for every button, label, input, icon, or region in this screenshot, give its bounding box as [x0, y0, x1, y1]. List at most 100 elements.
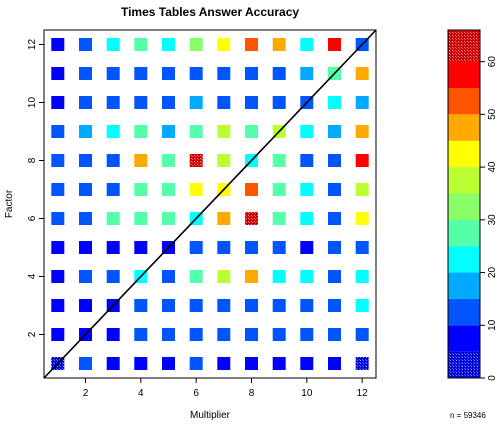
heatmap-cell	[79, 154, 92, 167]
heatmap-cell	[106, 96, 120, 109]
heatmap-cell	[328, 328, 341, 341]
heatmap-cell	[217, 328, 231, 341]
heatmap-cell	[272, 357, 286, 370]
x-tick-label: 8	[249, 388, 255, 399]
heatmap-cell	[51, 154, 65, 167]
heatmap-cell	[189, 328, 203, 341]
heatmap-cell	[79, 241, 92, 254]
heatmap-cell	[217, 357, 231, 370]
heatmap-cell	[328, 96, 341, 109]
heatmap-cell	[106, 38, 120, 51]
sample-size-label: n = 59346	[450, 411, 486, 420]
heatmap-cell	[134, 67, 148, 80]
heatmap-cell	[79, 38, 92, 51]
heatmap-cell	[355, 183, 369, 196]
heatmap-cell	[106, 154, 120, 167]
heatmap-cell	[245, 67, 258, 80]
heatmap-cell	[245, 212, 258, 225]
color-legend-bin	[448, 298, 480, 326]
heatmap-cell	[300, 183, 314, 196]
color-legend-bin	[448, 219, 480, 247]
heatmap-cell	[245, 328, 258, 341]
diagonal-line	[43, 29, 377, 379]
heatmap-cell	[272, 270, 286, 283]
heatmap-cell	[245, 125, 258, 138]
heatmap-cell	[189, 183, 203, 196]
color-legend-axis: 0 10 20 30 40 50 60	[480, 56, 498, 381]
heatmap-cell	[328, 357, 341, 370]
heatmap-cell	[300, 67, 314, 80]
heatmap-cell	[245, 96, 258, 109]
heatmap-cell	[106, 125, 120, 138]
heatmap-cell	[51, 67, 65, 80]
heatmap-cell	[245, 183, 258, 196]
heatmap-cell	[79, 357, 92, 370]
heatmap-cell	[106, 357, 120, 370]
heatmap-cell	[355, 125, 369, 138]
color-legend	[448, 30, 480, 378]
heatmap-cell	[51, 212, 65, 225]
heatmap-cell	[217, 67, 231, 80]
heatmap-cell	[134, 125, 148, 138]
heatmap-cell	[79, 270, 92, 283]
heatmap-cell	[328, 38, 341, 51]
heatmap-cell	[217, 212, 231, 225]
y-tick-label: 2	[27, 331, 38, 337]
color-legend-bin	[448, 325, 480, 352]
heatmap-cell	[300, 154, 314, 167]
heatmap-cell	[79, 183, 92, 196]
heatmap-cell	[300, 125, 314, 138]
x-tick-label: 6	[193, 388, 199, 399]
color-legend-bin	[448, 193, 480, 220]
y-tick-label: 12	[27, 39, 38, 51]
y-axis-label: Factor	[4, 189, 15, 218]
heatmap-cell	[355, 328, 369, 341]
heatmap-cell	[245, 357, 258, 370]
heatmap-cell	[162, 357, 175, 370]
heatmap-cell	[300, 299, 314, 312]
heatmap-cell	[162, 299, 175, 312]
heatmap-cell	[79, 212, 92, 225]
heatmap-cell	[162, 183, 175, 196]
x-tick-label: 10	[301, 388, 313, 399]
heatmap-cell	[189, 96, 203, 109]
heatmap-cell	[300, 357, 314, 370]
y-tick-label: 6	[27, 215, 38, 221]
heatmap-cell	[134, 183, 148, 196]
heatmap-cell	[106, 270, 120, 283]
heatmap-cell	[217, 96, 231, 109]
heatmap-cell	[272, 154, 286, 167]
heatmap-cell	[300, 328, 314, 341]
heatmap-cell	[272, 183, 286, 196]
y-tick-label: 8	[27, 157, 38, 163]
heatmap-cell	[162, 328, 175, 341]
heatmap-cell	[189, 357, 203, 370]
heatmap-cell	[51, 183, 65, 196]
heatmap-cell	[134, 357, 148, 370]
heatmap-cell	[51, 270, 65, 283]
heatmap-cell	[162, 212, 175, 225]
heatmap-cell	[134, 38, 148, 51]
heatmap-cell	[51, 299, 65, 312]
heatmap-cell	[245, 241, 258, 254]
color-legend-bin	[448, 246, 480, 273]
y-tick-label: 4	[27, 273, 38, 279]
heatmap-cell	[328, 183, 341, 196]
heatmap-cell	[217, 125, 231, 138]
color-legend-bin	[448, 114, 480, 141]
heatmap-cell	[106, 328, 120, 341]
heatmap-cell	[79, 67, 92, 80]
heatmap-cell	[162, 96, 175, 109]
color-legend-bin	[448, 30, 480, 62]
heatmap-cell	[51, 125, 65, 138]
heatmap-cell	[272, 96, 286, 109]
color-legend-tick-label: 30	[487, 214, 498, 226]
heatmap-cell	[355, 96, 369, 109]
heatmap-cell	[245, 299, 258, 312]
heatmap-cell	[217, 241, 231, 254]
color-legend-frame	[447, 29, 481, 379]
heatmap-cell	[245, 270, 258, 283]
heatmap-cell	[328, 125, 341, 138]
heatmap-cell	[134, 299, 148, 312]
heatmap-cell	[328, 270, 341, 283]
